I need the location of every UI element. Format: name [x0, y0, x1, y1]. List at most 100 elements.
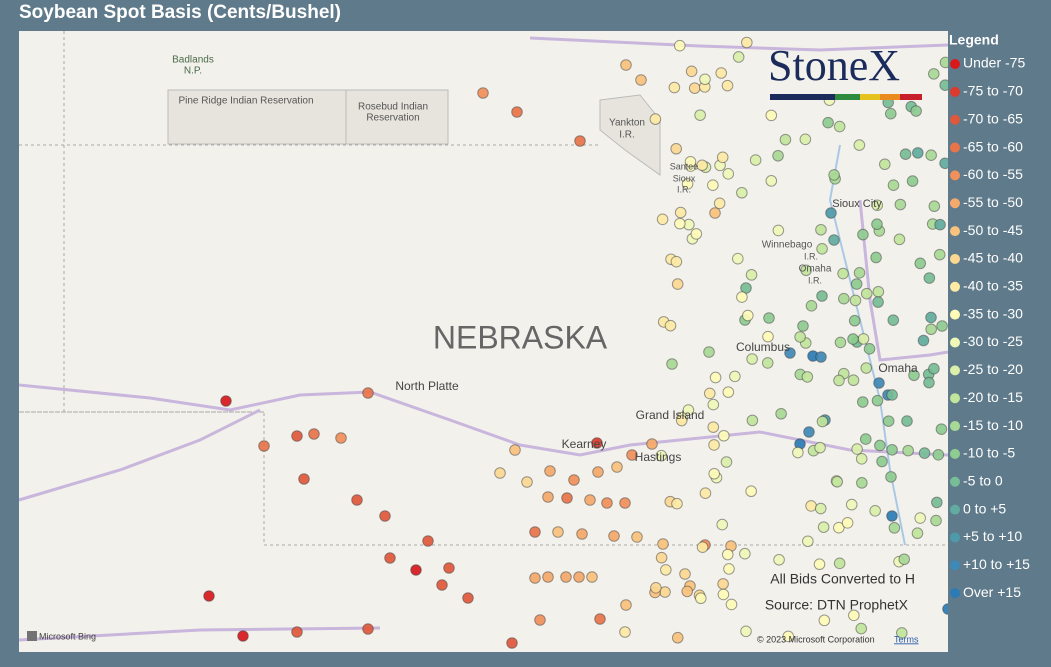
place-label: Pine Ridge Indian Reservation: [178, 96, 313, 107]
road: [19, 408, 261, 502]
bid-point: [619, 626, 631, 638]
legend-label: -65 to -60: [963, 138, 1023, 154]
bid-point: [918, 447, 931, 459]
bid-point: [833, 120, 846, 133]
bid-point: [560, 571, 572, 583]
bid-point: [410, 564, 422, 576]
bid-point: [927, 68, 940, 80]
legend-marker: [950, 59, 960, 69]
bid-point: [828, 234, 840, 246]
bid-point: [703, 387, 716, 400]
bid-point: [765, 109, 778, 122]
reservation: [345, 89, 449, 145]
bid-point: [853, 139, 866, 151]
bid-point: [542, 491, 554, 503]
bid-point: [762, 330, 774, 343]
bid-point: [917, 334, 930, 347]
bid-point: [635, 74, 647, 86]
bid-point: [674, 206, 687, 219]
bid-point: [723, 563, 735, 575]
bid-point: [291, 626, 303, 638]
bid-point: [362, 387, 374, 399]
bid-point: [814, 502, 827, 515]
bid-point: [682, 404, 695, 416]
legend-label: -10 to -5: [963, 445, 1015, 461]
bid-point: [775, 407, 787, 420]
bid-point: [462, 592, 474, 604]
bid-point: [833, 374, 845, 387]
bid-point: [494, 467, 506, 479]
bid-point: [696, 541, 709, 554]
bid-point: [908, 369, 920, 382]
bid-point: [848, 314, 861, 327]
legend: Under -75 -75 to -70 -70 to -65 -65 to -60 -…: [950, 55, 1030, 600]
bid-point: [732, 252, 744, 265]
bid-point: [674, 217, 686, 230]
bid-point: [291, 430, 303, 442]
bid-point: [802, 535, 814, 548]
bid-point: [871, 218, 883, 231]
bid-point: [851, 443, 863, 455]
bid-point: [876, 455, 888, 468]
bid-point: [911, 527, 924, 540]
bid-point: [902, 444, 914, 457]
legend-marker: [950, 198, 960, 209]
bid-point: [761, 357, 774, 369]
bid-point: [837, 267, 849, 280]
bid-point: [725, 598, 738, 611]
bid-point: [856, 396, 869, 408]
bid-point: [923, 376, 935, 389]
bid-point: [584, 494, 596, 506]
bid-point: [871, 394, 884, 407]
legend-label: -25 to -20: [963, 361, 1023, 377]
legend-marker: [950, 86, 960, 97]
bid-point: [699, 73, 711, 86]
legend-marker: [950, 393, 960, 404]
bid-point: [542, 571, 554, 583]
bid-point: [670, 255, 683, 268]
bid-point: [838, 292, 850, 305]
bid-point: [828, 169, 840, 181]
bid-point: [655, 551, 668, 564]
bid-point: [477, 87, 489, 99]
bid-point: [933, 248, 946, 261]
bid-point: [544, 465, 556, 477]
bid-point: [568, 474, 580, 486]
road: [858, 199, 948, 362]
bid-point: [443, 562, 455, 574]
bid-point: [649, 113, 662, 125]
bid-point: [736, 291, 748, 303]
place-label: Reservation: [366, 113, 419, 124]
legend-label: -40 to -35: [963, 278, 1023, 294]
logo-bar: [770, 94, 835, 100]
bid-point: [298, 473, 310, 485]
bid-point: [379, 510, 391, 522]
place-label: Winnebago: [762, 240, 813, 251]
bing-icon: [27, 631, 37, 641]
bid-point: [688, 82, 701, 94]
bid-point: [884, 107, 897, 120]
bid-point: [717, 588, 730, 601]
bid-point: [657, 538, 669, 550]
bid-point: [739, 547, 751, 560]
bid-point: [886, 389, 898, 401]
terms-link[interactable]: Terms: [894, 634, 919, 644]
bid-point: [690, 228, 703, 240]
state-boundary: [19, 31, 948, 546]
place-label: Sioux: [673, 173, 696, 183]
bid-point: [898, 553, 911, 566]
legend-label: -5 to 0: [963, 472, 1003, 488]
bid-point: [815, 223, 827, 236]
copyright: © 2023 Microsoft Corporation: [757, 634, 875, 644]
bid-point: [620, 599, 632, 611]
bid-point: [816, 290, 828, 302]
bid-point: [863, 343, 876, 355]
place-label: Grand Island: [636, 408, 705, 422]
legend-label: -45 to -40: [963, 250, 1023, 266]
bid-point: [849, 294, 862, 307]
place-label: Yankton: [609, 118, 645, 129]
bid-point: [930, 514, 942, 527]
bid-point: [666, 358, 678, 370]
bid-point: [853, 267, 866, 279]
